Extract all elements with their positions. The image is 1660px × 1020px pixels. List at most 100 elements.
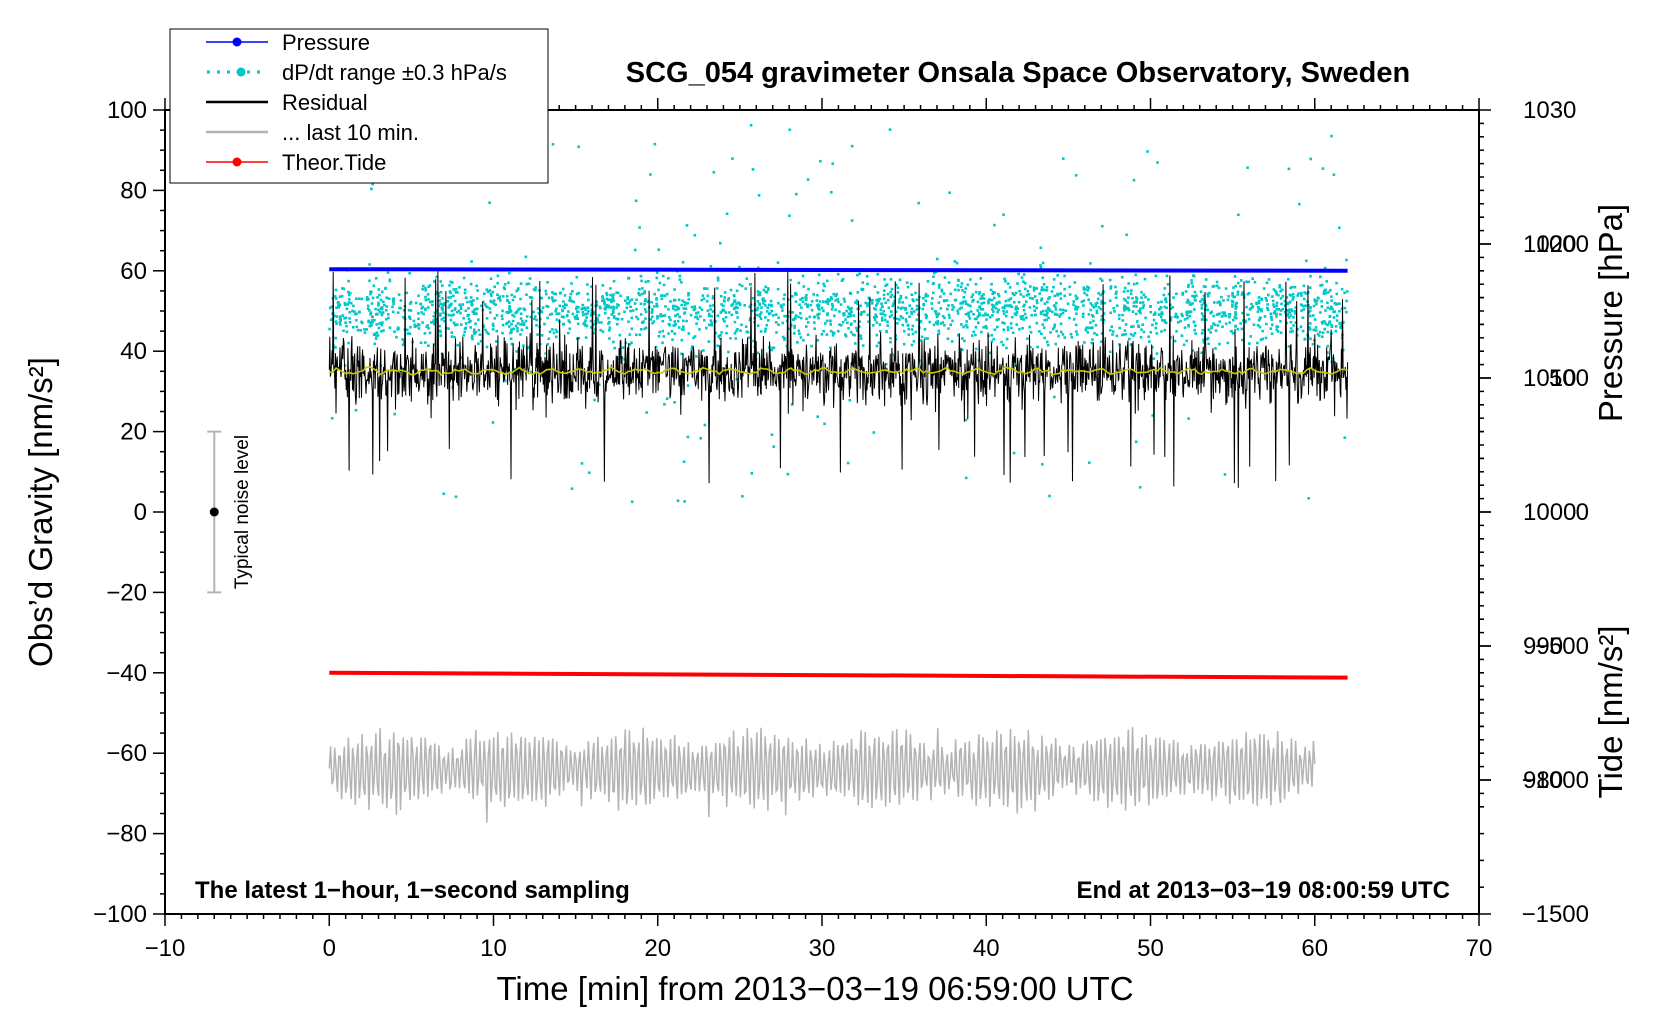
dpdt-point <box>822 309 825 313</box>
dpdt-point <box>1261 329 1264 333</box>
dpdt-point <box>1005 346 1008 350</box>
dpdt-point <box>844 333 847 336</box>
dpdt-point <box>738 265 741 269</box>
dpdt-point <box>953 288 957 292</box>
dpdt-point <box>1230 299 1234 303</box>
dpdt-point <box>734 337 738 340</box>
dpdt-point <box>791 311 794 314</box>
dpdt-point <box>568 320 572 324</box>
dpdt-point <box>676 319 680 323</box>
dpdt-point <box>1135 305 1138 308</box>
dpdt-point <box>823 422 826 426</box>
dpdt-point <box>982 326 985 329</box>
dpdt-point <box>408 302 412 305</box>
dpdt-point <box>1114 285 1117 289</box>
dpdt-point <box>1321 167 1325 170</box>
dpdt-point <box>478 333 482 336</box>
dpdt-point <box>1269 327 1273 330</box>
dpdt-point <box>1074 305 1077 308</box>
dpdt-point <box>374 307 377 311</box>
dpdt-point <box>1228 313 1231 316</box>
dpdt-point <box>477 328 481 332</box>
dpdt-point <box>1169 316 1173 319</box>
dpdt-point <box>347 341 350 345</box>
dpdt-point <box>875 333 879 337</box>
dpdt-point <box>1307 311 1311 314</box>
dpdt-point <box>1186 316 1189 320</box>
dpdt-point <box>489 277 493 281</box>
dpdt-point <box>1329 288 1332 292</box>
dpdt-point <box>575 305 579 309</box>
dpdt-point <box>589 326 593 329</box>
pressure-tick-label: 1010 <box>1523 365 1576 392</box>
dpdt-point <box>880 316 884 320</box>
dpdt-point <box>901 301 904 304</box>
dpdt-point <box>829 346 832 350</box>
dpdt-point <box>1340 307 1344 311</box>
dpdt-point <box>825 333 829 336</box>
dpdt-point <box>1216 324 1220 327</box>
dpdt-point <box>878 323 882 326</box>
dpdt-point <box>333 295 337 298</box>
dpdt-point <box>525 315 529 318</box>
dpdt-point <box>630 500 634 504</box>
dpdt-point <box>977 321 980 325</box>
dpdt-point <box>754 308 757 312</box>
dpdt-point <box>467 313 470 317</box>
dpdt-point <box>1256 310 1260 314</box>
dpdt-point <box>1074 323 1078 327</box>
dpdt-point <box>486 305 489 309</box>
dpdt-point <box>1074 307 1077 311</box>
dpdt-point <box>661 329 665 333</box>
dpdt-point <box>1169 318 1173 322</box>
dpdt-point <box>335 297 338 300</box>
dpdt-point <box>612 340 615 344</box>
dpdt-point <box>1085 326 1089 329</box>
dpdt-point <box>956 284 960 287</box>
dpdt-point <box>375 334 378 338</box>
dpdt-point <box>363 331 367 334</box>
dpdt-point <box>608 337 611 340</box>
dpdt-point <box>638 293 641 297</box>
dpdt-point <box>1272 311 1276 315</box>
dpdt-point <box>735 310 738 314</box>
dpdt-point <box>334 346 337 349</box>
dpdt-point <box>561 309 564 313</box>
dpdt-point <box>797 329 801 333</box>
dpdt-point <box>374 277 378 280</box>
dpdt-point <box>933 271 936 275</box>
dpdt-point <box>858 272 861 276</box>
dpdt-point <box>720 331 723 334</box>
dpdt-point <box>772 346 776 350</box>
dpdt-point <box>1053 325 1056 329</box>
dpdt-point <box>565 303 568 307</box>
dpdt-point <box>546 305 550 308</box>
dpdt-point <box>966 326 969 329</box>
dpdt-point <box>1278 285 1281 289</box>
dpdt-point <box>470 301 473 305</box>
dpdt-point <box>1146 150 1149 153</box>
dpdt-point <box>1186 298 1190 302</box>
dpdt-point <box>682 307 686 310</box>
dpdt-point <box>1309 306 1312 309</box>
dpdt-point <box>1234 307 1237 310</box>
dpdt-point <box>1066 302 1070 306</box>
dpdt-point <box>1324 322 1328 326</box>
dpdt-point <box>408 315 412 319</box>
dpdt-point <box>1117 317 1121 321</box>
dpdt-point <box>1008 305 1012 308</box>
dpdt-point <box>575 316 579 320</box>
dpdt-point <box>723 296 726 299</box>
dpdt-point <box>647 280 650 283</box>
dpdt-point <box>1335 314 1339 317</box>
dpdt-point <box>498 295 501 298</box>
dpdt-point <box>1345 310 1348 314</box>
dpdt-point <box>700 298 703 302</box>
dpdt-point <box>703 423 707 427</box>
dpdt-point <box>437 292 441 295</box>
dpdt-point <box>384 318 388 321</box>
dpdt-point <box>1315 302 1318 306</box>
dpdt-point <box>841 320 845 324</box>
dpdt-point <box>1112 306 1115 310</box>
